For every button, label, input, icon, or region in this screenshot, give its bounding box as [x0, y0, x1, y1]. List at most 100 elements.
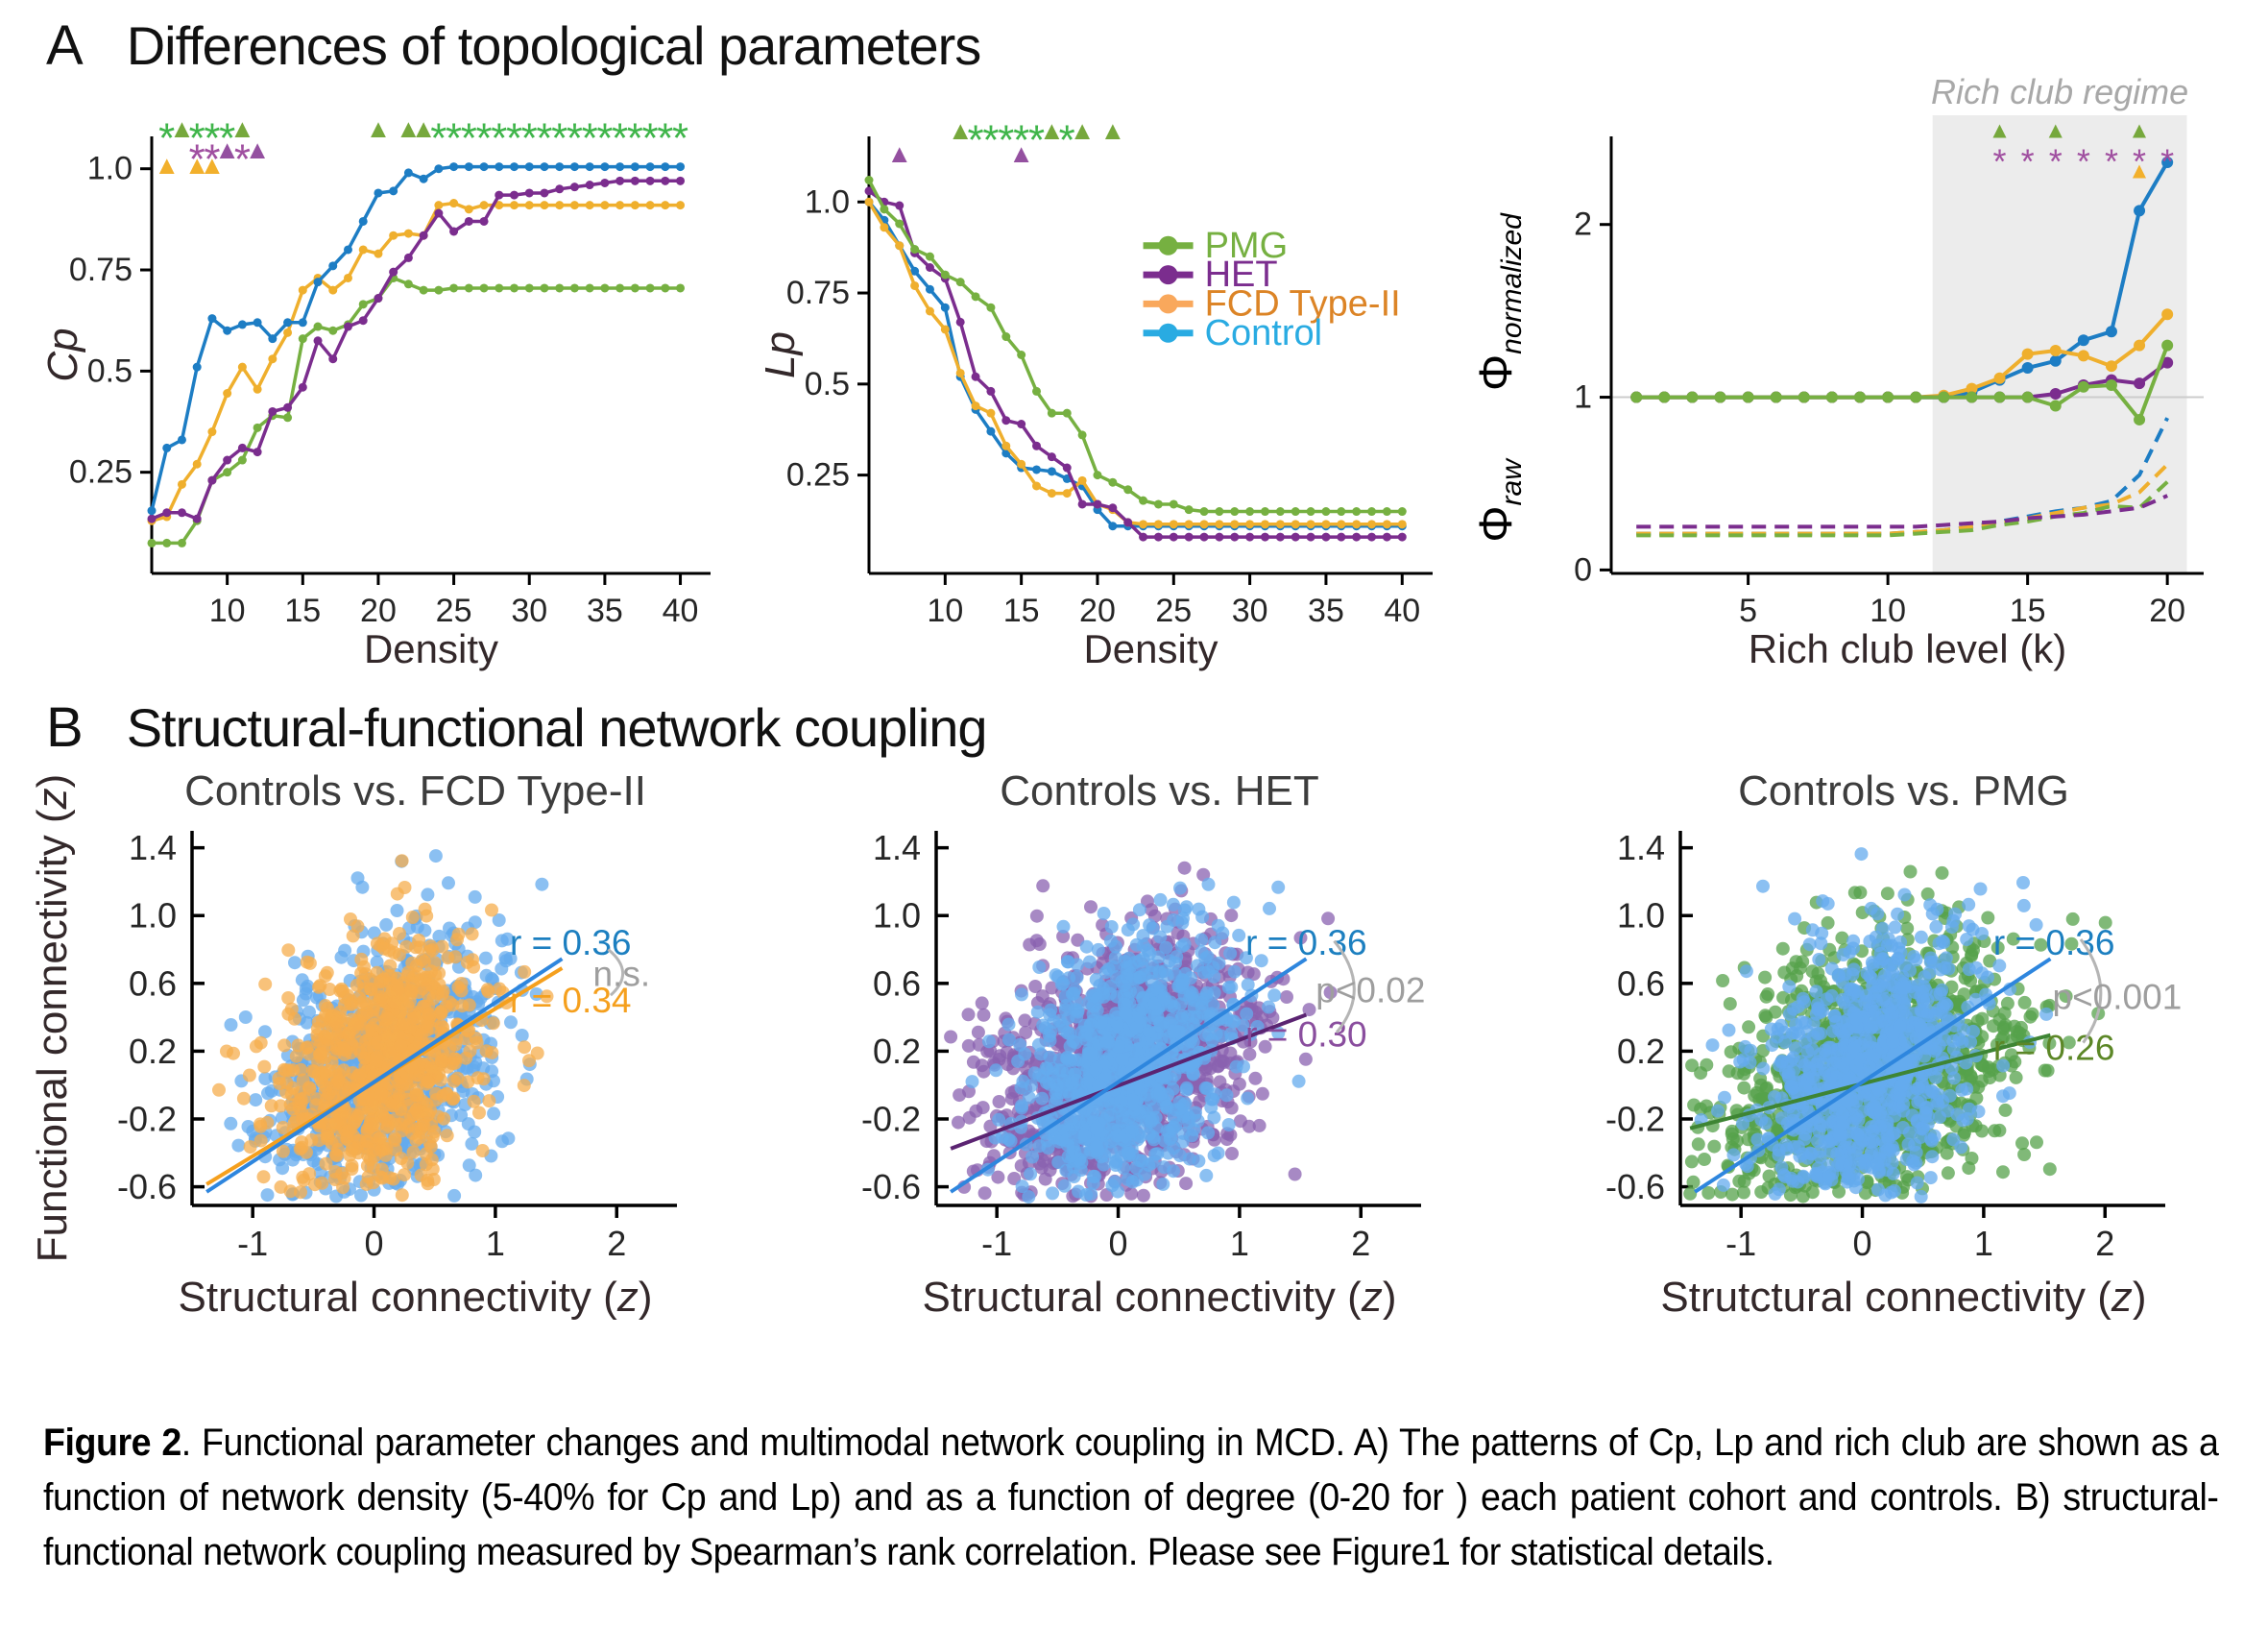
asterisk-marker: * [446, 115, 462, 162]
scatter-point [434, 1054, 448, 1068]
asterisk-marker: * [967, 117, 983, 164]
data-point [419, 174, 428, 183]
asterisk-marker: * [536, 115, 552, 162]
y-tick-label: 2 [1574, 207, 1592, 243]
data-point [328, 261, 338, 271]
data-point [615, 283, 625, 293]
data-point [940, 303, 950, 312]
data-point [1184, 532, 1194, 542]
scatter-point [351, 1069, 366, 1082]
scatter-point [1293, 931, 1308, 945]
scatter-point [425, 1162, 440, 1177]
data-point [1017, 420, 1026, 429]
scatter-point [302, 1005, 316, 1019]
scatter-point [1001, 1017, 1016, 1032]
rich-club-regime-label: Rich club regime [1931, 72, 2188, 111]
scatter-point [1118, 1006, 1132, 1020]
data-point [569, 162, 579, 172]
data-point [971, 292, 980, 302]
asterisk-marker: * [1013, 117, 1029, 164]
data-point [1397, 532, 1407, 542]
scatter-point [417, 955, 431, 969]
data-point [1630, 391, 1643, 403]
scatter-point [1225, 1147, 1239, 1160]
legend-label: PMG [1205, 226, 1289, 266]
scatter-point [376, 941, 391, 956]
scatter-point [1150, 1089, 1165, 1104]
phi-raw-label: Φraw [1471, 457, 1528, 543]
scatter-point [1071, 958, 1084, 972]
data-point [1382, 532, 1391, 542]
data-point [1367, 532, 1377, 542]
scatter-point [1195, 910, 1210, 924]
y-tick-label: 1.0 [1617, 896, 1665, 936]
data-point [177, 435, 186, 445]
x-axis-label: Density [364, 626, 498, 671]
data-point [223, 389, 232, 399]
data-point [1047, 408, 1056, 418]
asterisk-marker: * [1059, 117, 1075, 164]
data-point [283, 413, 293, 423]
point-cloud-fcd-type-ii [212, 854, 554, 1203]
scatter-point [1000, 1045, 1014, 1059]
scatter-point [1015, 987, 1028, 1002]
scatter-point [1192, 1154, 1206, 1168]
asterisk-marker: * [430, 115, 446, 162]
scatter-point [1207, 1149, 1221, 1163]
legend-dot [1158, 235, 1178, 255]
scatter-point [1070, 970, 1084, 985]
scatter-point [1115, 1132, 1129, 1147]
data-point [1001, 441, 1011, 450]
scatter-point [407, 1011, 422, 1026]
data-point [569, 182, 579, 192]
y-tick-label: 1.4 [129, 828, 177, 867]
scatter-point [422, 1135, 437, 1150]
data-point [479, 283, 489, 293]
data-point [298, 382, 307, 392]
data-point [2021, 391, 2034, 403]
y-tick-label: 0.5 [87, 353, 133, 389]
data-point [434, 164, 444, 174]
scatter-point [500, 932, 515, 946]
scatter-point [1028, 980, 1043, 993]
data-point [1199, 520, 1209, 529]
legend-dot [1158, 294, 1178, 314]
scatter-point [417, 973, 431, 987]
data-point [403, 168, 413, 178]
data-point [524, 162, 534, 172]
data-point [569, 283, 579, 293]
scatter-point [975, 996, 989, 1010]
scatter-point [1087, 988, 1101, 1003]
data-point [389, 231, 398, 240]
data-point [464, 205, 473, 214]
scatter-point [373, 1131, 387, 1146]
scatter-point [441, 951, 455, 965]
scatter-point [1032, 937, 1047, 951]
triangle-marker: ▲ [1070, 116, 1096, 145]
scatter-point [992, 1112, 1006, 1127]
scatter-point [1821, 915, 1835, 930]
data-point [2077, 350, 2089, 362]
data-point [374, 188, 383, 198]
scatter-point [2042, 1036, 2057, 1051]
scatter-point [1242, 1119, 1256, 1133]
scatter-point [469, 1168, 483, 1182]
scatter-point [421, 887, 435, 902]
scatter-point [1072, 1184, 1086, 1199]
scatter-point [1163, 954, 1176, 968]
scatter-point [360, 1006, 374, 1020]
triangle-marker: ▲ [411, 114, 437, 143]
scatter-point [1775, 941, 1790, 956]
scatter-point [1167, 1024, 1181, 1038]
triangle-marker: ▲ [366, 114, 392, 143]
scatter-point [427, 1125, 442, 1139]
scatter-point [458, 1032, 472, 1046]
scatter-point [323, 983, 337, 996]
lp-density-chart: 10 15 20 25 30 35 400.250.50.751.0▲*****▲*▲ ▲▲ ▲… [757, 116, 1433, 671]
scatter-point [330, 1014, 344, 1029]
series-het-raw [1636, 494, 2168, 529]
scatter-point [468, 889, 482, 904]
scatter-point [1034, 1160, 1049, 1175]
scatter-point [429, 1093, 444, 1107]
scatter-point [1090, 1141, 1103, 1155]
